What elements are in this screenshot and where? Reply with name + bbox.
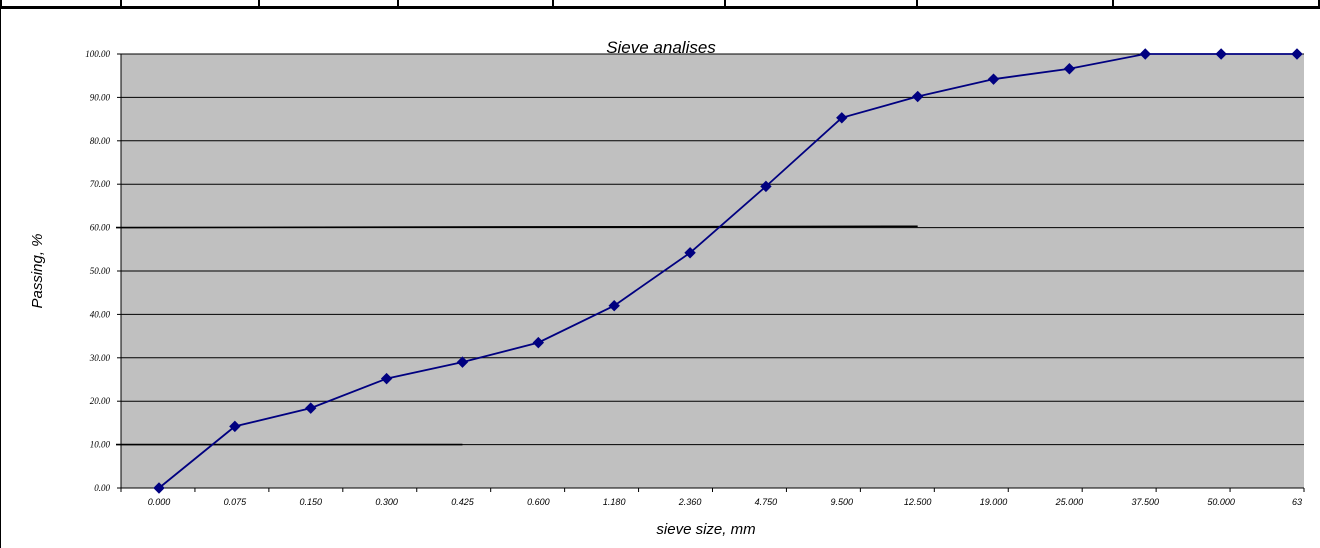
data-point-marker — [684, 247, 696, 259]
data-point-marker — [1291, 48, 1303, 60]
y-tick-label: 100.00 — [85, 49, 110, 59]
table-divider — [552, 0, 554, 9]
data-point-marker — [1215, 48, 1227, 60]
data-point-marker — [911, 90, 924, 103]
y-axis-title: Passing, % — [29, 233, 46, 308]
data-point-marker — [380, 372, 393, 385]
table-divider — [0, 0, 2, 9]
x-axis-title: sieve size, mm — [656, 521, 755, 538]
data-point-marker — [532, 336, 545, 349]
data-points — [153, 48, 1303, 494]
table-divider — [258, 0, 260, 9]
y-tick-label: 30.00 — [89, 353, 111, 363]
x-tick-label: 0.600 — [527, 497, 550, 507]
table-divider — [1112, 0, 1114, 9]
x-tick-label: 0.300 — [375, 497, 398, 507]
table-divider — [724, 0, 726, 9]
x-tick-label: 12.500 — [904, 497, 932, 507]
data-point-marker — [305, 402, 317, 414]
data-point-marker — [229, 420, 241, 433]
x-tick-label: 4.750 — [755, 497, 778, 507]
data-point-marker — [153, 482, 165, 494]
y-tick-label: 0.00 — [94, 483, 110, 493]
x-tick-label: 50.000 — [1207, 497, 1235, 507]
x-axis-ticks: 0.000 0.075 0.150 0.300 0.425 0.600 1.180 2.360… — [120, 488, 1305, 507]
table-divider — [120, 0, 122, 9]
x-tick-label: 0.075 — [224, 497, 248, 507]
y-tick-label: 20.00 — [90, 396, 111, 406]
y-tick-label: 80.00 — [90, 136, 111, 146]
y-axis-ticks: 0.00 10.00 20.00 30.00 40.00 50.00 60.00 70.00 8… — [85, 49, 121, 493]
y-tick-label: 60.00 — [90, 223, 111, 233]
y-tick-label: 40.00 — [90, 309, 111, 319]
table-divider — [916, 0, 918, 9]
table-divider — [1318, 0, 1320, 9]
data-point-marker — [987, 73, 1000, 85]
gridlines — [121, 53, 1304, 446]
x-tick-label: 9.500 — [831, 497, 854, 507]
x-tick-label: 0.000 — [148, 497, 171, 507]
x-tick-label: 1.180 — [603, 497, 626, 507]
x-tick-label: 63 — [1292, 497, 1302, 507]
data-point-marker — [760, 180, 772, 193]
chart-title: Sieve analises — [606, 38, 716, 57]
x-tick-label: 25.000 — [1055, 497, 1084, 507]
series-line — [158, 53, 1297, 489]
spreadsheet-table-edge — [0, 0, 1320, 9]
y-tick-label: 90.00 — [90, 92, 111, 102]
x-tick-label: 0.150 — [299, 497, 322, 507]
table-divider — [397, 0, 399, 9]
data-point-marker — [1063, 63, 1076, 75]
y-tick-label: 70.00 — [90, 179, 111, 189]
x-tick-label: 19.000 — [980, 497, 1008, 507]
reference-line — [115, 225, 918, 229]
data-point-marker — [608, 300, 620, 312]
x-tick-label: 37.500 — [1132, 497, 1160, 507]
y-tick-label: 10.00 — [90, 440, 111, 450]
x-tick-label: 0.425 — [451, 497, 475, 507]
x-tick-label: 2.360 — [678, 497, 702, 507]
reference-lines — [115, 225, 918, 446]
y-tick-label: 50.00 — [90, 266, 111, 276]
data-point-marker — [456, 356, 469, 368]
data-point-marker — [836, 112, 848, 124]
data-point-marker — [1139, 48, 1151, 60]
